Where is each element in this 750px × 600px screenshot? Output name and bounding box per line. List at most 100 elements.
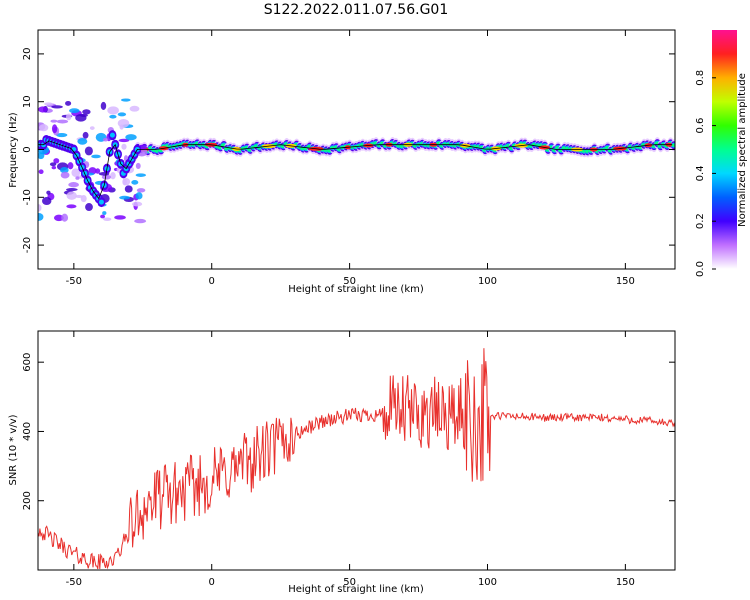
spectrogram-noise-cell [122,178,131,186]
spectrogram-y-tick-label: 10 [22,95,33,108]
spectrogram-noise-cell [75,194,83,199]
snr-axes: -50 0 50 100 150 200 400 600 [22,331,675,588]
spectrogram-noise-cell [66,191,77,200]
snr-panel: -50 0 50 100 150 200 400 600 Height of straight… [8,330,676,595]
colorbar-tick-label: 0.8 [695,70,706,86]
spectrogram-noise-cell [46,190,51,195]
spectrogram-noise-cell [118,138,130,143]
spectrogram-noise-cell [51,166,57,170]
spectrogram-noise-cell [38,169,44,175]
spectrogram-noise-cell [135,173,147,177]
spectrogram-noise-cell [51,124,58,134]
spectrogram-noise-cell [132,201,143,207]
snr-x-tick-label: -50 [66,577,82,588]
spectrogram-noise-cell [68,182,79,188]
snr-marks [38,348,675,570]
spectrogram-noise-cell [55,132,68,138]
spectrogram-noise-cell [66,204,77,209]
spectrogram-noise-cell [119,124,124,130]
spectrogram-noise-cell [38,204,42,212]
spectrogram-noise-cell [114,215,126,220]
snr-x-tick-label: 0 [209,577,215,588]
spectrogram-noise-cell [91,154,101,159]
spectrogram-x-tick-label: 150 [616,276,635,287]
spectrogram-noise-cell [39,124,49,132]
spectrogram-x-label: Height of straight line (km) [288,284,424,295]
spectrogram-noise-cell [44,102,54,106]
spectrogram-noise-cell [65,113,72,121]
spectrogram-noise-cell [75,176,80,180]
snr-x-tick-label: 100 [478,577,497,588]
spectrogram-noise-cell [102,211,107,215]
spectrogram-y-tick-label: -20 [22,237,33,253]
spectrogram-noise-cell [38,106,48,113]
snr-x-label: Height of straight line (km) [288,584,424,595]
chart-title: S122.2022.011.07.56.G01 [264,2,449,18]
colorbar-tick-label: 0.2 [695,213,706,229]
spectrogram-noise-cell [135,192,143,200]
spectrogram-noise-cell [134,218,147,224]
spectrogram-noise-cell [95,168,101,174]
spectrogram-noise-cell [51,105,63,109]
spectrogram-noise-cell [85,203,93,212]
colorbar-tick-label: 0.0 [695,261,706,277]
spectrogram-noise-cell [107,106,119,115]
spectrogram-noise-cell [38,212,44,221]
spectrogram-cell [109,132,115,138]
spectrogram-noise-cell [79,113,88,117]
spectrogram-noise-cell [82,109,91,115]
colorbar-ticks: 0.0 0.2 0.4 0.6 0.8 [695,70,716,277]
snr-plot-area [38,331,675,570]
spectrogram-y-tick-label: -10 [22,189,33,205]
spectrogram-noise-cell [135,162,141,169]
spectrogram-noise-cell [53,158,60,164]
spectrogram-noise-cell [124,185,133,193]
spectrogram-noise-cell [117,112,127,117]
colorbar-label: Normalized spectral amplitude [737,73,748,227]
spectrogram-noise-cell [82,131,89,139]
spectrogram-noise-cell [84,146,93,156]
spectrogram-noise-cell [60,167,69,174]
spectrogram-ridge-line [38,140,673,200]
spectrogram-noise-cell [56,119,69,124]
spectrogram-noise-cell [131,180,139,185]
spectrogram-noise-cell [50,119,58,123]
spectrogram-noise-cell [61,213,69,222]
spectrogram-noise-cell [65,100,72,106]
spectrogram-noise-cell [100,101,107,110]
spectrogram-noise-cell [120,98,131,102]
spectrogram-y-tick-label: 0 [22,146,33,152]
spectrogram-noise-cell [66,187,78,192]
spectrogram-noise-cell [89,126,95,130]
spectrogram-noise-cell [60,171,70,179]
snr-x-tick-label: 50 [343,577,356,588]
snr-y-tick-label: 200 [22,491,33,510]
spectrogram-noise-cell [100,214,106,219]
spectrogram-noise-cell [136,188,146,193]
snr-y-tick-label: 600 [22,353,33,372]
colorbar-tick-label: 0.4 [695,165,706,181]
spectrogram-noise-cell [102,137,109,142]
spectrogram-noise-cell [110,171,116,180]
spectrogram-noise-cell [121,143,127,150]
spectrogram-noise-cell [42,196,52,206]
spectrogram-noise-cell [71,168,81,177]
spectrogram-noise-cell [49,162,57,167]
spectrogram-x-tick-label: 50 [343,276,356,287]
spectrogram-noise-cell [38,152,45,160]
colorbar-tick-label: 0.6 [695,118,706,134]
spectrogram-cell [98,199,104,205]
spectrogram-axes: -50 0 50 100 150 -20 -10 0 10 20 [22,30,675,287]
spectrogram-y-label: Frequency (Hz) [8,112,19,188]
spectrogram-noise-cell [125,134,137,141]
snr-y-tick-label: 400 [22,422,33,441]
spectrogram-noise-cell [53,214,64,222]
spectrogram-x-tick-label: 0 [209,276,215,287]
spectrogram-panel: -50 0 50 100 150 -20 -10 0 10 20 Height of straig… [8,29,676,295]
snr-x-tick-label: 150 [616,577,635,588]
snr-series-line [38,348,675,570]
spectrogram-noise-cell [109,114,117,119]
snr-y-label: SNR (10 * v/v) [8,414,19,485]
spectrogram-x-tick-label: -50 [66,276,82,287]
